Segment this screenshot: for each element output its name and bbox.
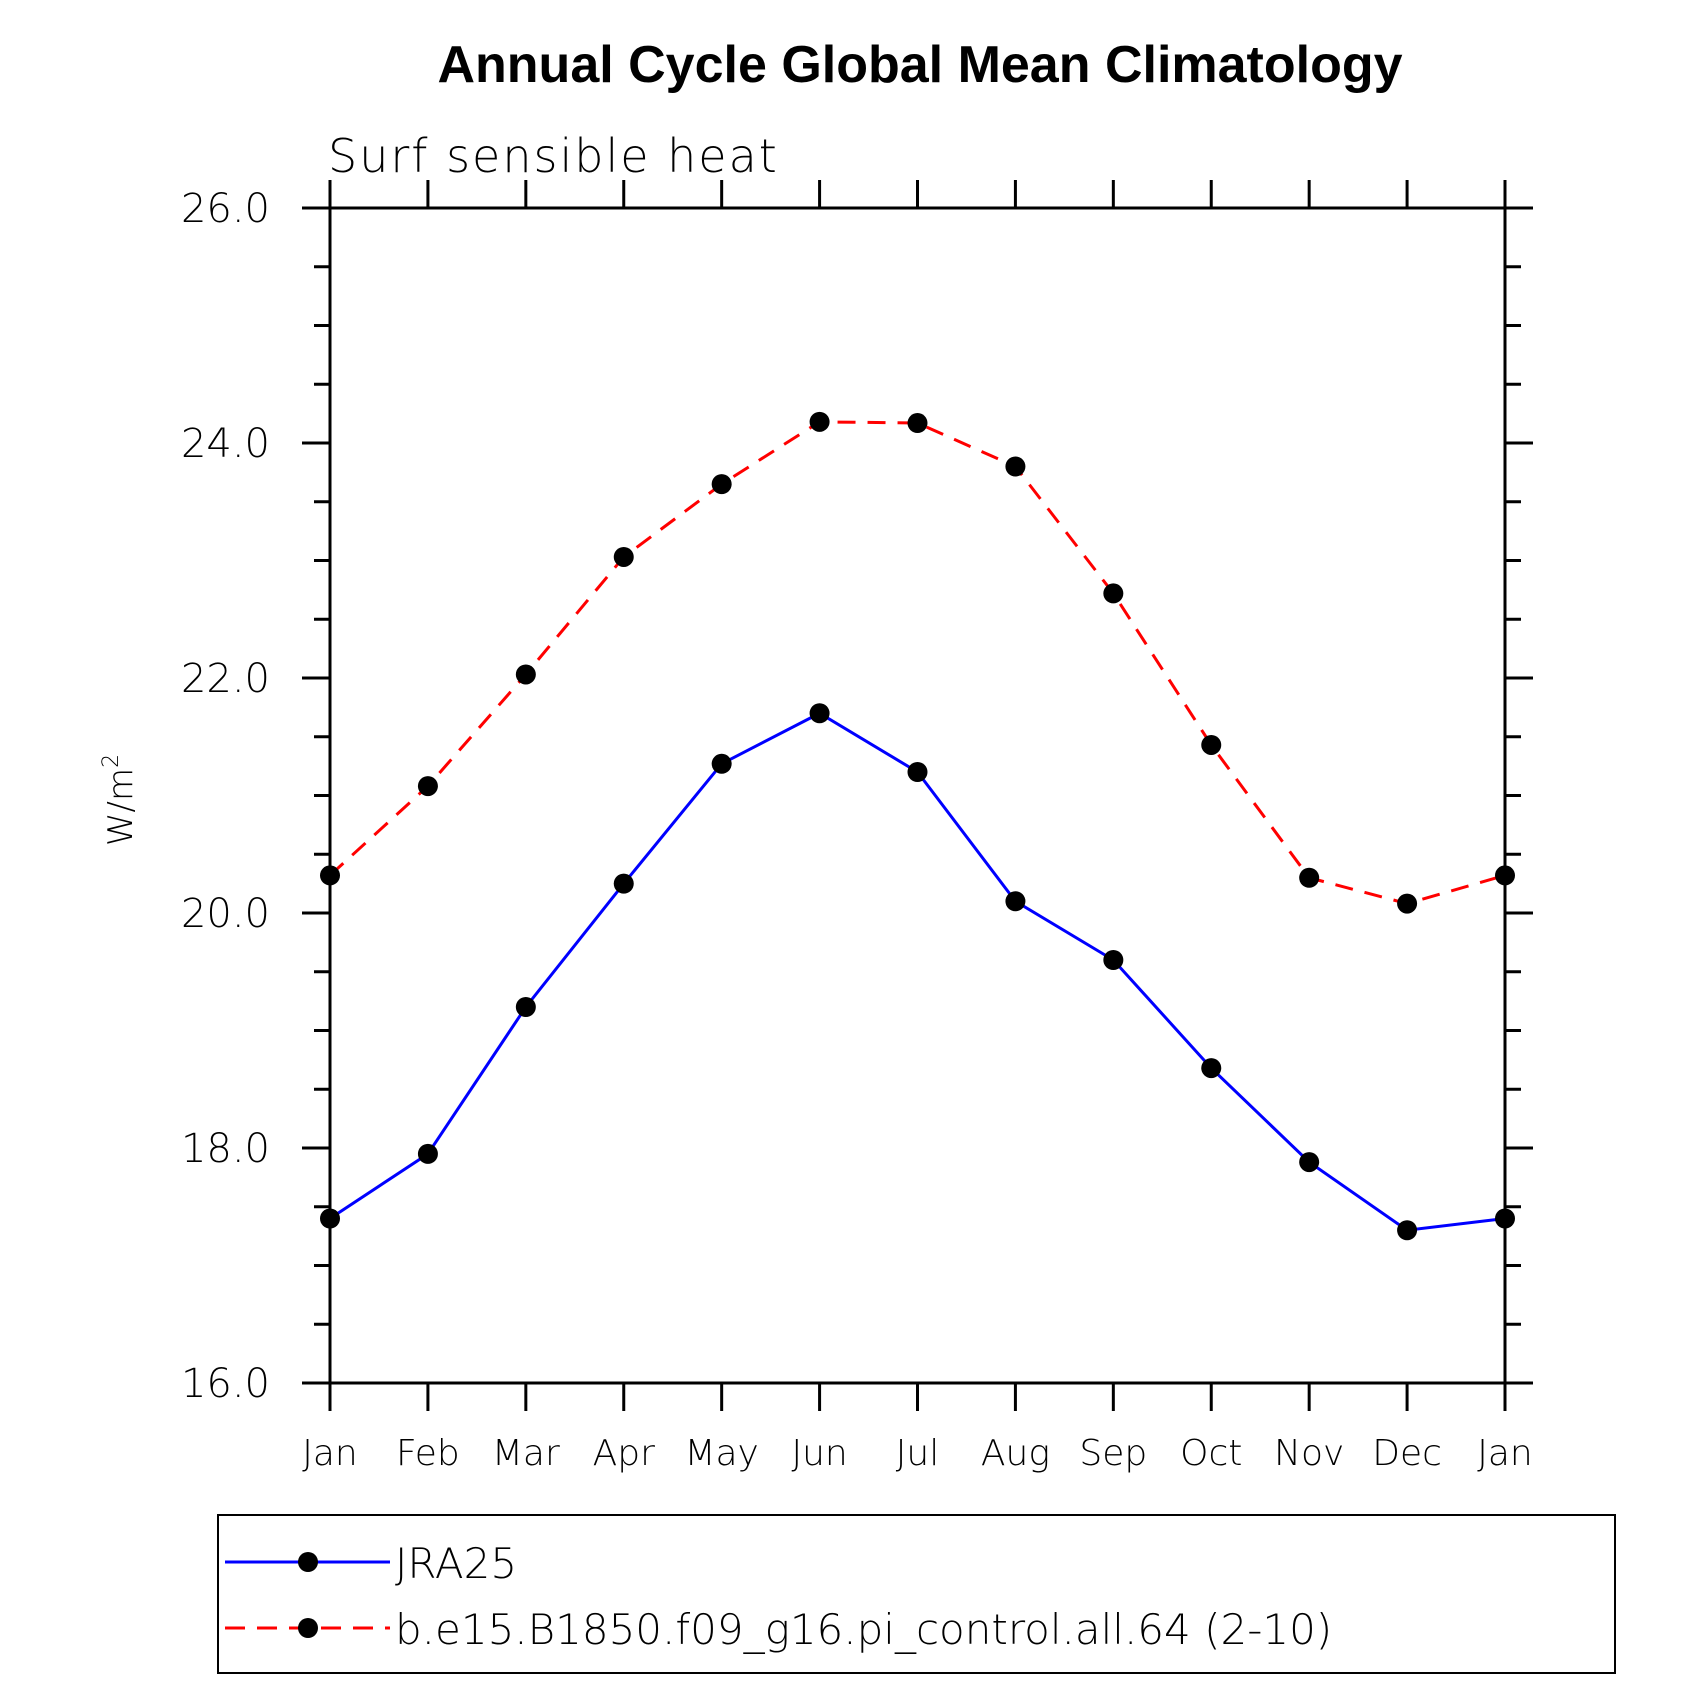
plot-frame (328, 206, 1507, 1385)
series-2-point (1005, 456, 1026, 477)
series-1-point (613, 873, 634, 894)
x-tick-label: Jan (1477, 1433, 1533, 1474)
x-tick-label: Mar (492, 1433, 560, 1474)
series-line-1 (329, 711, 1506, 1232)
series-1-point (1495, 1208, 1515, 1229)
x-tick-label: Nov (1274, 1433, 1344, 1474)
x-tick-label: Jul (896, 1433, 939, 1474)
chart-subtitle: Surf sensible heat (328, 129, 779, 183)
series-1-point (320, 1208, 340, 1229)
x-tick-label: Aug (981, 1433, 1050, 1474)
series-1-point (1397, 1220, 1418, 1241)
series-1-point (1005, 891, 1026, 912)
legend-box (217, 1514, 1616, 1674)
x-tick-label: Apr (593, 1433, 655, 1474)
series-2-point (613, 546, 634, 567)
y-axis-label-superscript: 2 (99, 754, 124, 768)
legend-marker-1 (298, 1552, 318, 1572)
series-2-point (417, 776, 438, 797)
y-tick-label: 20.0 (181, 891, 270, 937)
series-1-point (809, 703, 830, 724)
y-tick-label: 26.0 (181, 186, 270, 232)
series-2-point (1201, 734, 1222, 755)
y-tick-label: 16.0 (181, 1361, 270, 1407)
x-tick-label: Feb (396, 1433, 460, 1474)
y-tick-label: 22.0 (181, 656, 270, 702)
x-tick-label: Jun (791, 1433, 847, 1474)
x-tick-label: May (684, 1433, 758, 1474)
legend-marker-2 (298, 1618, 318, 1638)
y-axis-label-text: W/m (101, 768, 141, 846)
series-1-point (417, 1143, 438, 1164)
series-2-point (1397, 893, 1418, 914)
series-1-point (1201, 1058, 1222, 1079)
series-2-point (907, 413, 928, 434)
y-axis-label: W/m2 (99, 754, 141, 846)
axes-layer: Jan Feb Mar Apr May Jun Jul Aug Sep Oct Nov Dec Jan 1… (181, 180, 1533, 1474)
series-1-point (515, 997, 536, 1017)
series-2-point (320, 865, 340, 886)
legend-label-1: JRA25 (395, 1539, 517, 1588)
series-layer (320, 411, 1515, 1241)
legend-label-2: b.e15.B1850.f09_g16.pi_control.all.64 (2… (395, 1605, 1332, 1654)
x-tick-label: Jan (302, 1433, 358, 1474)
series-2-point (1495, 865, 1515, 886)
x-tick-label: Oct (1180, 1433, 1242, 1474)
series-2-point (809, 411, 830, 432)
x-tick-label: Dec (1372, 1433, 1442, 1474)
series-2-point (1299, 867, 1320, 888)
x-tick-label: Sep (1079, 1433, 1147, 1474)
series-2-point (711, 474, 732, 495)
series-1-point (711, 753, 732, 774)
series-1-point (1103, 950, 1124, 970)
y-tick-label: 24.0 (181, 421, 270, 467)
series-2-point (515, 664, 536, 685)
series-2-point (1103, 583, 1124, 604)
y-tick-label: 18.0 (181, 1126, 270, 1172)
series-1-point (1299, 1152, 1320, 1173)
series-line-2 (328, 420, 1506, 906)
legend: JRA25 b.e15.B1850.f09_g16.pi_control.all.… (217, 1514, 1616, 1674)
chart-title: Annual Cycle Global Mean Climatology (437, 36, 1402, 94)
series-1-point (907, 762, 928, 782)
